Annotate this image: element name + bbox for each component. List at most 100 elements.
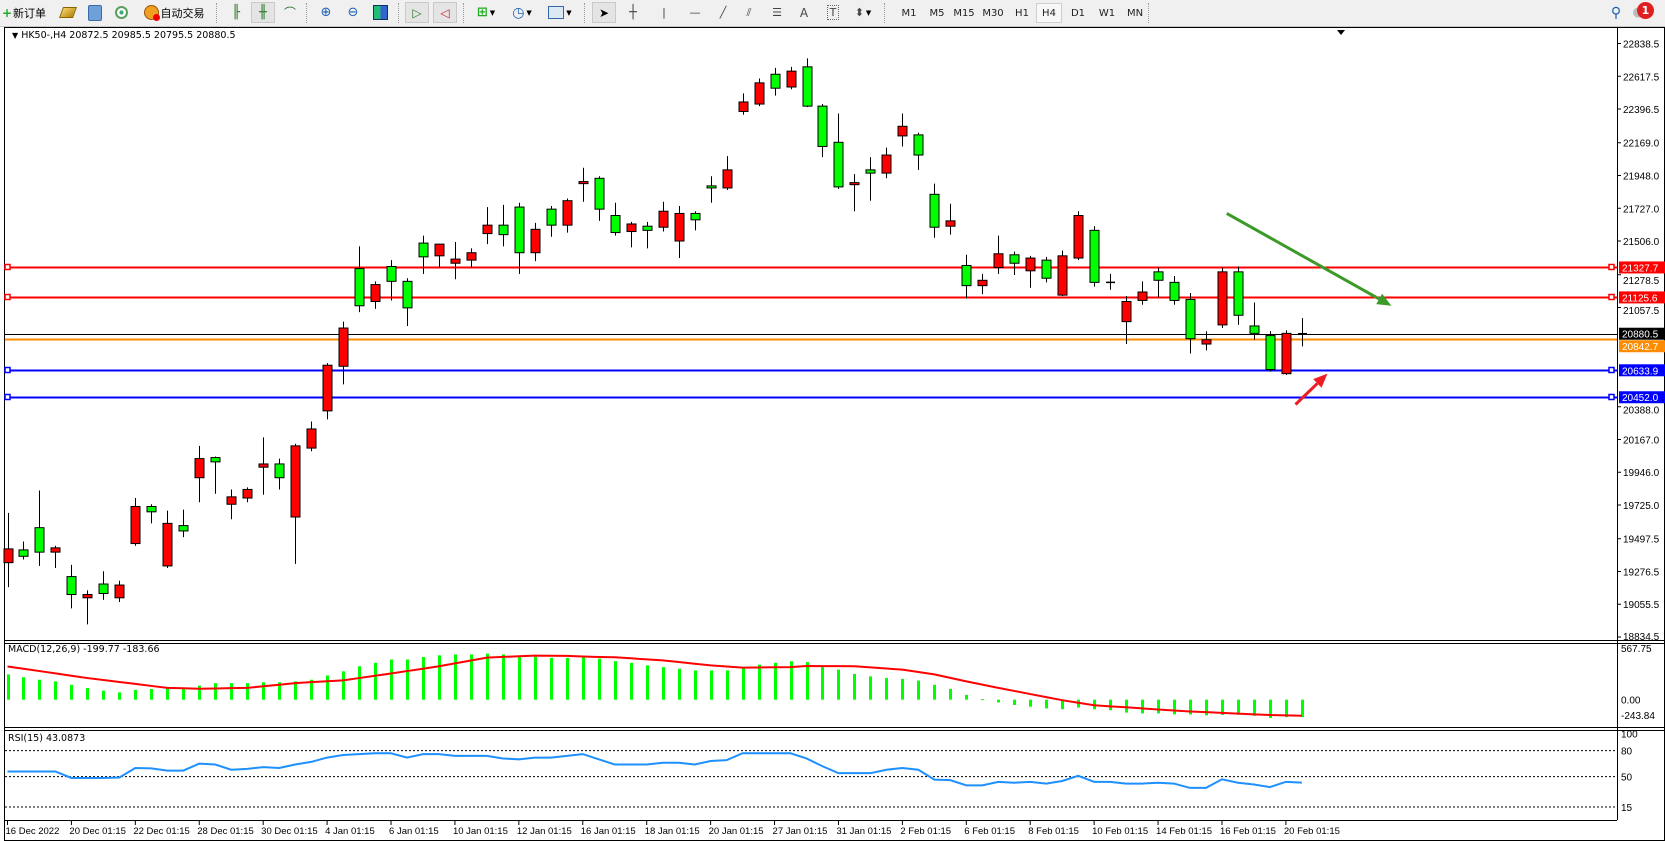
timeframe-h1[interactable]: H1 [1015,7,1029,19]
price-line-label: 20633.9 [1622,366,1659,377]
chart-shift-button[interactable]: ▷ [405,2,429,23]
candle-down [913,134,924,156]
candle-down [1233,271,1244,316]
periods-icon: ◷ [512,4,525,21]
macd-histogram-bar [326,675,329,700]
tile-windows-button[interactable] [368,2,392,23]
candle-up [338,327,349,367]
macd-histogram-bar [1221,699,1224,715]
accounts-button[interactable] [83,2,107,23]
macd-histogram-bar [997,699,1000,703]
candle-down [1153,271,1164,281]
zoom-out-button[interactable]: ⊖ [341,2,365,23]
timeframe-h4[interactable]: H4 [1036,3,1062,23]
auto-trading-button[interactable]: 自动交易 [136,2,212,23]
macd-histogram-bar [22,677,25,700]
new-order-button[interactable]: + 新订单 [0,2,48,23]
chart-shift-icon: ▷ [412,5,422,20]
horizontal-lines[interactable] [4,263,1617,401]
macd-histogram-bar [678,668,681,700]
timeframe-mn[interactable]: MN [1126,7,1144,19]
candle-down [178,525,189,532]
macd-histogram-bar [406,659,409,700]
indicators-button[interactable]: ⊞ ▼ [470,2,502,23]
time-tick-label: 4 Jan 01:15 [325,826,375,837]
candle-down [1169,281,1180,301]
price-line-label-box [1619,340,1665,353]
chart-shift-marker[interactable] [1337,30,1345,35]
vertical-line-button[interactable]: | [652,2,676,23]
time-tick-label: 20 Jan 01:15 [709,826,764,837]
price-tick-label: 19497.5 [1623,535,1660,546]
symbol-info: ▼ HK50-,H4 20872.5 20985.5 20795.5 20880… [12,30,236,41]
arrows-button[interactable]: ⬍ ▼ [847,2,879,23]
text-label-button[interactable]: T [821,2,845,23]
price-line-label-box [1619,364,1665,377]
macd-title: MACD(12,26,9) -199.77 -183.66 [8,644,160,655]
candle-down [546,208,557,226]
macd-tick-label: -243.84 [1621,711,1655,722]
time-tick-label: 27 Jan 01:15 [773,826,828,837]
templates-button[interactable]: ▼ [543,2,577,23]
candle-up [530,228,541,254]
cursor-button[interactable]: ➤ [592,2,616,23]
collapse-triangle-icon[interactable]: ▼ [12,31,19,40]
timeframe-d1[interactable]: D1 [1070,7,1086,19]
horizontal-line-button[interactable]: — [683,2,707,23]
line-chart-button[interactable]: ⌒ [278,2,302,23]
text-icon: A [799,5,809,20]
candle-down [66,576,77,596]
price-tick-label: 19276.5 [1623,567,1660,578]
candle-down [34,527,45,553]
periods-button[interactable]: ◷ ▼ [506,2,538,23]
candle-down [386,266,397,282]
price-tick-label: 19946.0 [1623,468,1660,479]
equidistant-channel-button[interactable]: ⫽ [737,2,761,23]
candle-up [993,253,1004,269]
price-line-label: 20842.7 [1622,342,1659,353]
fibonacci-button[interactable]: ☰ [765,2,789,23]
autoscroll-button[interactable]: ◁ [433,2,457,23]
macd-histogram-bar [726,670,729,700]
candle-up [658,210,669,228]
macd-histogram-bar [1109,699,1112,711]
candle-down [514,206,525,254]
candle-down [802,66,813,107]
timeframe-w1[interactable]: W1 [1098,7,1116,19]
price-tick-label: 22396.5 [1623,105,1660,116]
crosshair-button[interactable]: ┼ [621,2,645,23]
candle-down [1009,254,1020,264]
candle-down [274,463,285,479]
signals-button[interactable] [109,2,133,23]
candlestick-button[interactable]: ╫ [251,2,275,23]
auto-trading-icon [143,5,160,21]
arrow-annotations[interactable] [1226,212,1392,406]
text-button[interactable]: A [792,2,816,23]
candle-up [849,182,860,186]
candle-up [82,594,93,599]
macd-histogram-bar [438,655,441,700]
macd-histogram-bar [1269,699,1272,718]
macd-histogram-bar [1061,699,1064,710]
candle-down [865,169,876,174]
macd-histogram-bar [358,666,361,700]
candle-down [594,177,605,210]
trendline-button[interactable]: ╱ [711,2,735,23]
timeframe-m1[interactable]: M1 [901,7,917,19]
toolbar-separator [216,3,218,23]
chevron-down-icon: ▼ [489,8,496,17]
toolbar-separator [463,3,465,23]
candle-down [354,268,365,307]
search-button[interactable]: ⚲ [1606,2,1626,23]
time-tick-label: 20 Dec 01:15 [69,826,126,837]
timeframe-m5[interactable]: M5 [929,7,945,19]
candle-up [674,212,685,242]
timeframe-m15[interactable]: M15 [953,7,975,19]
bar-chart-button[interactable]: ╟ [224,2,248,23]
candle-up [1073,215,1084,259]
macd-histogram-bar [246,683,249,700]
timeframe-m30[interactable]: M30 [982,7,1004,19]
user-icon [88,4,102,21]
zoom-in-button[interactable]: ⊕ [314,2,338,23]
